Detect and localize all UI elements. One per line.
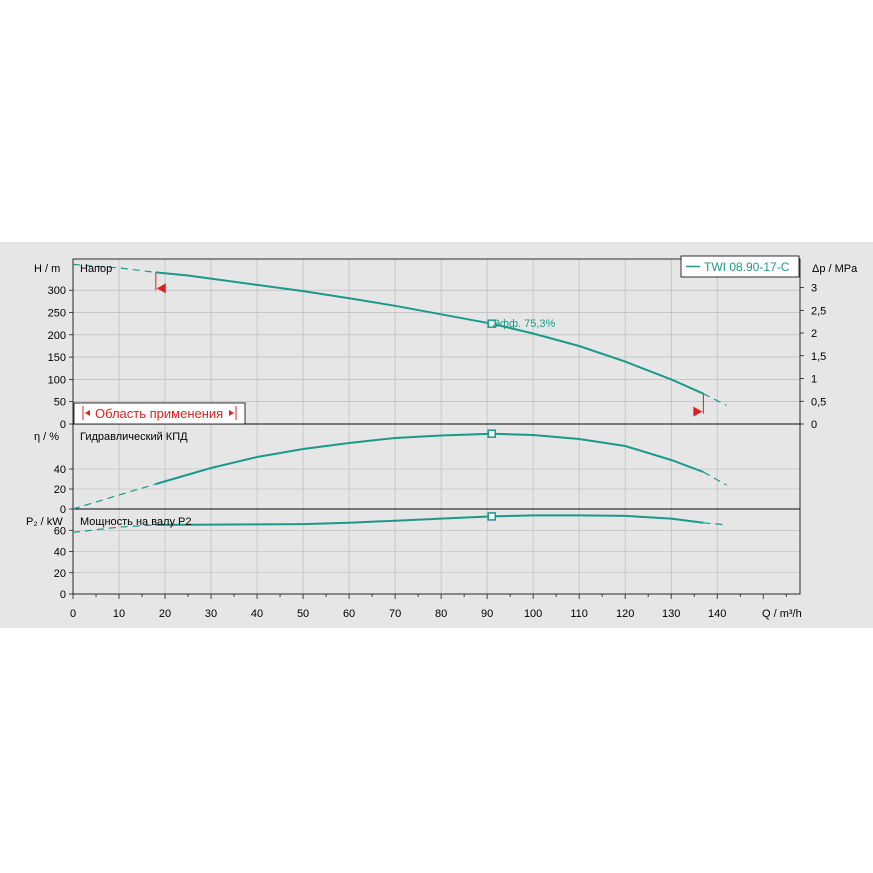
x-tick-label: 120 — [616, 608, 634, 620]
grid-layer — [69, 258, 804, 599]
head-y-tick-label: 300 — [48, 285, 66, 297]
range-min-arrow — [156, 283, 166, 294]
power-y-tick-label: 20 — [54, 568, 66, 580]
head-y-tick-label: 50 — [54, 397, 66, 409]
head-ylabel: H / m — [34, 263, 60, 275]
range-max-arrow — [693, 406, 703, 417]
operating-range-label: Область применения — [95, 406, 223, 421]
pressure-tick-label: 0,5 — [811, 396, 826, 408]
efficiency-curve-out-right — [703, 471, 727, 486]
power-curve-out-right — [703, 522, 727, 526]
pressure-tick-label: 2 — [811, 328, 817, 340]
power-curve — [155, 514, 704, 526]
efficiency-duty-point — [487, 429, 496, 438]
x-tick-label: 10 — [113, 608, 125, 620]
head-y-tick-label: 200 — [48, 330, 66, 342]
power-y-tick-label: 40 — [54, 547, 66, 559]
legend-label: TWI 08.90-17-C — [704, 260, 790, 274]
power-y-tick-label: 60 — [54, 525, 66, 537]
pressure-tick-label: 2,5 — [811, 305, 826, 317]
efficiency-ylabel: η / % — [34, 431, 59, 443]
x-tick-label: 100 — [524, 608, 542, 620]
efficiency-panel-title: Гидравлический КПД — [80, 431, 188, 443]
head-curve-out-left — [72, 263, 156, 273]
x-tick-label: 30 — [205, 608, 217, 620]
efficiency-y-tick-label: 40 — [54, 464, 66, 476]
x-tick-label: 80 — [435, 608, 447, 620]
power-plot-frame — [72, 508, 801, 595]
duty-point-label: Эфф. 75,3% — [492, 318, 556, 330]
text-layer: Напор Гидравлический КПД Мощность на вал… — [26, 255, 858, 620]
x-tick-label: 20 — [159, 608, 171, 620]
x-tick-label: 90 — [481, 608, 493, 620]
efficiency-y-tick-label: 20 — [54, 484, 66, 496]
pump-curve-chart: Напор Гидравлический КПД Мощность на вал… — [26, 255, 858, 620]
efficiency-curve — [155, 432, 704, 485]
curve-layer — [72, 263, 727, 533]
x-axis-label: Q / m³/h — [762, 608, 802, 620]
pressure-tick-label: 0 — [811, 419, 817, 431]
pressure-tick-label: 1 — [811, 374, 817, 386]
x-tick-label: 0 — [70, 608, 76, 620]
pressure-ylabel: Δp / MPa — [812, 263, 858, 275]
power-curve-out-left — [72, 524, 156, 533]
power-ylabel: P₂ / kW — [26, 516, 63, 528]
head-panel-title: Напор — [80, 263, 112, 275]
power-duty-point — [487, 512, 496, 521]
head-y-tick-label: 150 — [48, 352, 66, 364]
x-tick-label: 50 — [297, 608, 309, 620]
head-curve-out-right — [703, 393, 727, 406]
operating-range-box: Область применения — [73, 402, 246, 425]
head-duty-point — [487, 319, 496, 328]
x-tick-label: 70 — [389, 608, 401, 620]
efficiency-y-tick-label: 0 — [60, 504, 66, 516]
x-tick-label: 130 — [662, 608, 680, 620]
pressure-tick-label: 1,5 — [811, 351, 826, 363]
legend: TWI 08.90-17-C — [680, 255, 800, 278]
efficiency-curve-out-left — [72, 483, 156, 510]
x-tick-label: 60 — [343, 608, 355, 620]
x-tick-label: 140 — [708, 608, 726, 620]
head-y-tick-label: 100 — [48, 374, 66, 386]
head-curve — [155, 271, 704, 395]
x-tick-label: 40 — [251, 608, 263, 620]
power-y-tick-label: 0 — [60, 589, 66, 601]
pressure-tick-label: 3 — [811, 283, 817, 295]
head-plot-frame — [72, 258, 801, 425]
head-y-tick-label: 250 — [48, 308, 66, 320]
head-y-tick-label: 0 — [60, 419, 66, 431]
pump-curve-panel: Напор Гидравлический КПД Мощность на вал… — [0, 242, 873, 628]
power-panel-title: Мощность на валу P2 — [80, 516, 192, 528]
x-tick-label: 110 — [570, 608, 588, 620]
